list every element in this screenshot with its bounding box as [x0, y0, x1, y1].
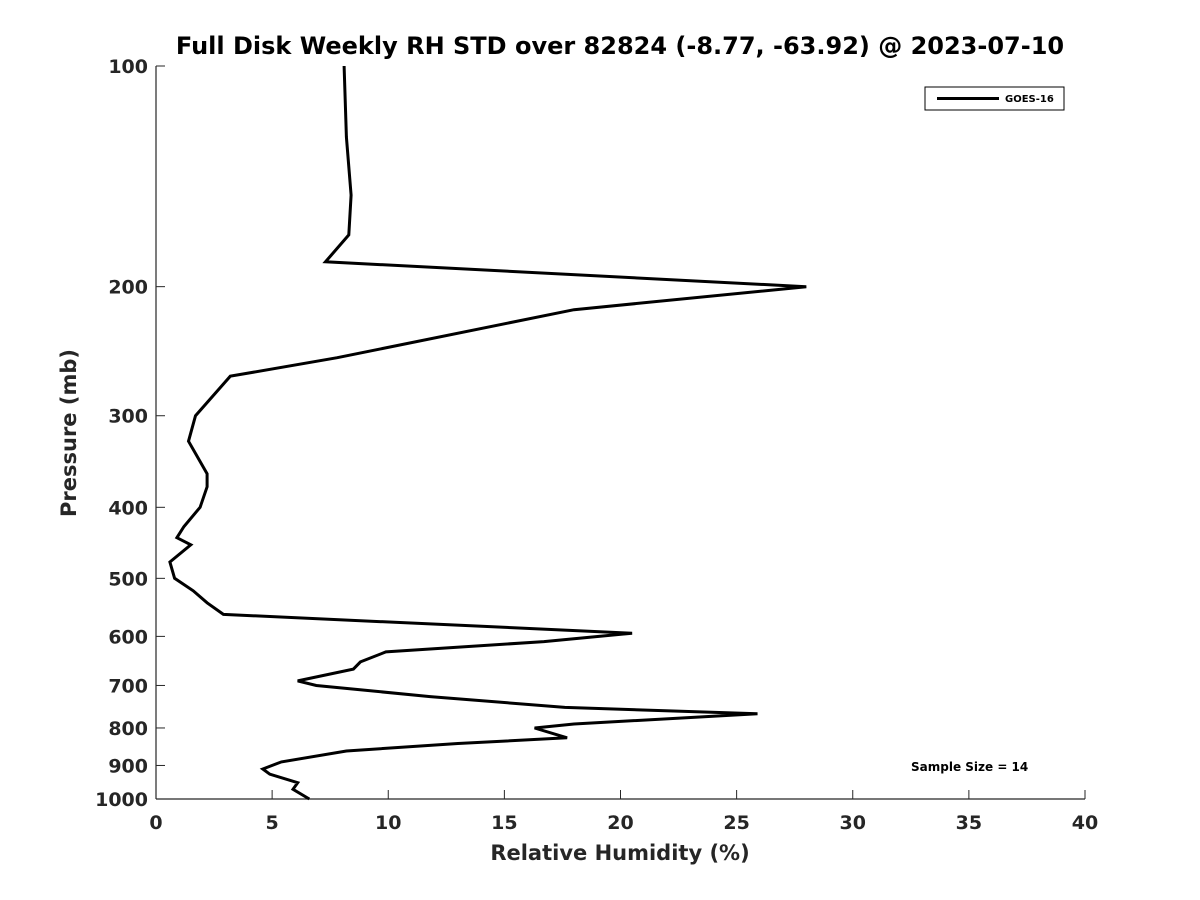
x-tick-label: 0 — [149, 812, 162, 834]
legend: GOES-16 — [924, 86, 1065, 111]
x-tick-label: 20 — [607, 812, 633, 834]
y-tick-label: 900 — [108, 755, 148, 777]
x-tick-label: 40 — [1072, 812, 1098, 834]
y-tick-label: 600 — [108, 626, 148, 648]
x-tick-label: 15 — [491, 812, 517, 834]
chart-title: Full Disk Weekly RH STD over 82824 (-8.7… — [176, 32, 1064, 60]
y-tick-label: 400 — [108, 497, 148, 519]
series-layer — [168, 65, 807, 801]
x-axis-label: Relative Humidity (%) — [490, 841, 749, 865]
axes: 0 5 10 15 20 25 30 35 40 100 200 300 400 500 600 700 800… — [95, 56, 1098, 834]
x-tick-label: 30 — [840, 812, 866, 834]
x-tick-label: 25 — [723, 812, 749, 834]
series-line-goes-16 — [168, 65, 807, 801]
x-tick-label: 10 — [375, 812, 401, 834]
y-tick-label: 100 — [108, 56, 148, 78]
legend-label-goes-16: GOES-16 — [1005, 94, 1054, 105]
y-tick-label: 800 — [108, 718, 148, 740]
y-tick-label: 200 — [108, 277, 148, 299]
y-tick-label: 700 — [108, 675, 148, 697]
x-tick-label: 35 — [956, 812, 982, 834]
y-axis-label: Pressure (mb) — [57, 349, 81, 517]
x-tick-label: 5 — [266, 812, 279, 834]
y-tick-label: 500 — [108, 568, 148, 590]
y-tick-label: 1000 — [95, 789, 148, 811]
y-tick-label: 300 — [108, 406, 148, 428]
sample-size-annotation: Sample Size = 14 — [911, 760, 1028, 774]
